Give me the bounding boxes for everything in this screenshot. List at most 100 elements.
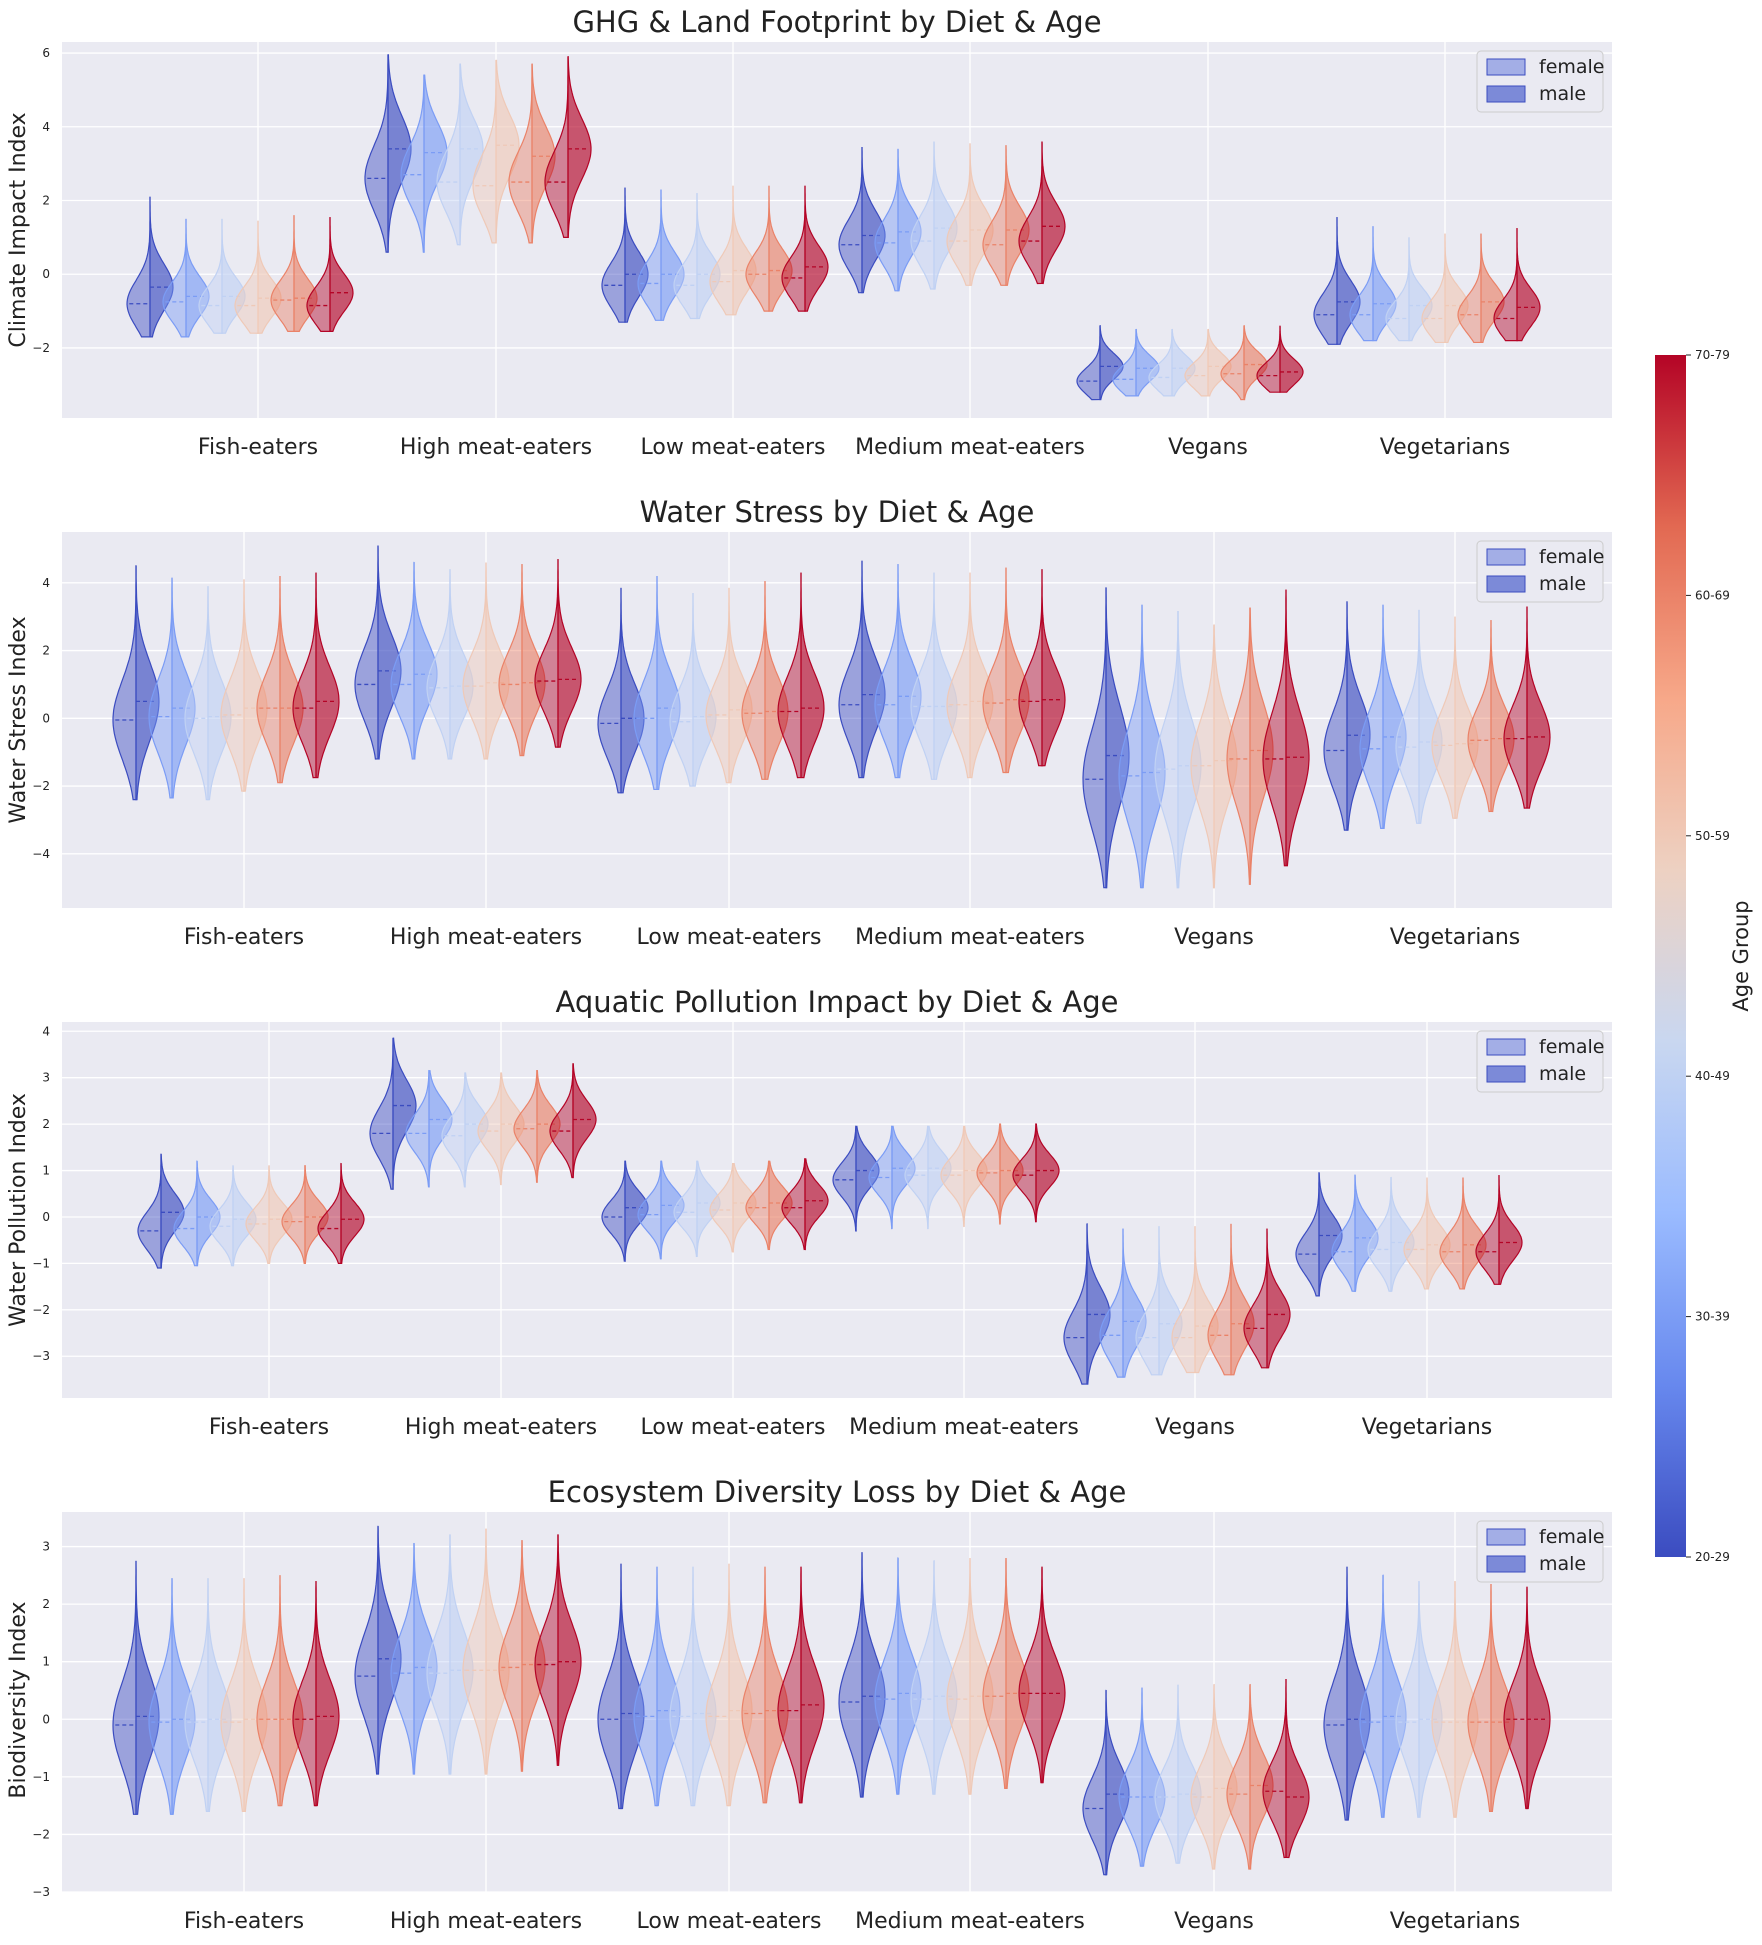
violin-half-male <box>897 564 922 779</box>
violin-half-male <box>485 1528 510 1775</box>
violin-vegans-age-3 <box>1190 1683 1238 1870</box>
violin-vegans-age-0 <box>1076 325 1124 401</box>
violin-half-male <box>1285 589 1310 867</box>
x-tick-label: High meat-eaters <box>390 925 582 950</box>
y-tick-label: 0 <box>42 711 50 725</box>
violin-vegans-age-4 <box>1207 1223 1255 1376</box>
violin-low-meat-eaters-age-5 <box>777 572 825 779</box>
violin-vegans-age-5 <box>1256 325 1304 393</box>
x-tick-label: High meat-eaters <box>400 435 592 460</box>
violin-medium-meat-eaters-age-5 <box>1012 1123 1060 1223</box>
violin-half-female <box>1226 607 1251 885</box>
y-tick-label: −2 <box>32 1827 50 1841</box>
violin-half-male <box>1041 141 1066 285</box>
violin-low-meat-eaters-age-2 <box>673 193 721 320</box>
violin-medium-meat-eaters-age-1 <box>874 1557 922 1795</box>
violin-half-male <box>656 576 681 791</box>
violin-high-meat-eaters-age-2 <box>426 569 474 760</box>
y-tick-label: −1 <box>32 1256 50 1270</box>
violin-half-male <box>1462 1177 1487 1290</box>
violin-half-male <box>1480 233 1505 344</box>
y-tick-label: 2 <box>42 194 50 208</box>
violin-half-male <box>171 577 196 799</box>
violin-half-male <box>1122 1228 1147 1378</box>
violin-half-male <box>1035 1123 1060 1223</box>
violin-low-meat-eaters-age-0 <box>601 187 649 323</box>
violin-half-male <box>861 560 886 779</box>
legend-swatch-male <box>1486 1065 1526 1083</box>
violin-medium-meat-eaters-age-0 <box>838 147 886 294</box>
violin-vegetarians-age-3 <box>1403 1177 1451 1290</box>
violin-half-male <box>800 1566 825 1804</box>
violin-half-male <box>1141 1687 1166 1867</box>
violin-high-meat-eaters-age-1 <box>400 74 448 253</box>
violin-high-meat-eaters-age-2 <box>426 1534 474 1775</box>
x-tick-label: Low meat-eaters <box>636 925 821 950</box>
violin-low-meat-eaters-age-0 <box>597 1563 645 1810</box>
y-tick-label: 1 <box>42 1164 50 1178</box>
y-tick-label: 3 <box>42 1540 50 1554</box>
violin-half-male <box>768 185 793 312</box>
violin-medium-meat-eaters-age-3 <box>946 143 994 286</box>
violin-vegetarians-age-4 <box>1467 1583 1515 1813</box>
violin-half-male <box>293 215 318 333</box>
violin-half-male <box>304 1165 329 1265</box>
y-axis-label: Water Pollution Index <box>6 1093 31 1327</box>
violin-half-male <box>933 141 958 290</box>
violin-half-female <box>1190 624 1215 889</box>
violin-high-meat-eaters-age-3 <box>462 562 510 760</box>
violin-medium-meat-eaters-age-3 <box>946 1558 994 1795</box>
violin-vegetarians-age-1 <box>1359 1574 1407 1818</box>
plot-area <box>62 42 1612 418</box>
violin-half-male <box>1408 237 1433 342</box>
legend-label-female: female <box>1539 1526 1605 1548</box>
violin-fish-eaters-age-3 <box>234 220 282 334</box>
violin-fish-eaters-age-1 <box>162 218 210 338</box>
violin-high-meat-eaters-age-0 <box>354 1525 402 1775</box>
violin-half-female <box>781 1158 806 1251</box>
violin-fish-eaters-age-3 <box>245 1165 293 1265</box>
violin-vegetarians-age-1 <box>1359 604 1407 830</box>
y-tick-label: 2 <box>42 1117 50 1131</box>
violin-half-male <box>1526 1586 1551 1810</box>
violin-half-male <box>620 1563 645 1810</box>
panel-ghg-land-footprint: GHG & Land Footprint by Diet & Age Clima… <box>6 5 1612 460</box>
violin-vegans-age-2 <box>1148 328 1196 397</box>
violin-vegetarians-age-5 <box>1475 1175 1523 1285</box>
violin-half-female <box>477 1072 502 1186</box>
violin-half-male <box>521 1540 546 1772</box>
violin-fish-eaters-age-5 <box>317 1162 365 1265</box>
violin-vegans-age-2 <box>1154 1684 1202 1864</box>
violin-high-meat-eaters-age-1 <box>405 1069 453 1188</box>
violin-low-meat-eaters-age-4 <box>741 581 789 780</box>
legend-label-female: female <box>1539 1036 1605 1058</box>
y-tick-label: 2 <box>42 644 50 658</box>
violin-half-male <box>185 218 210 338</box>
violin-half-male <box>377 545 402 760</box>
violin-vegetarians-age-4 <box>1467 620 1515 813</box>
violin-half-male <box>1213 624 1238 889</box>
y-tick-label: 0 <box>42 1712 50 1726</box>
violin-half-female <box>426 1534 451 1775</box>
violin-medium-meat-eaters-age-5 <box>1018 1566 1066 1784</box>
violin-half-male <box>1426 1177 1451 1290</box>
violin-medium-meat-eaters-age-2 <box>910 141 958 290</box>
violin-half-male <box>696 193 721 320</box>
x-tick-label: Fish-eaters <box>198 435 318 460</box>
violin-half-male <box>804 1158 829 1251</box>
violin-vegans-age-1 <box>1118 604 1166 889</box>
violin-half-male <box>897 148 922 292</box>
violin-half-female <box>601 1160 626 1262</box>
violin-vegetarians-age-2 <box>1395 1581 1443 1818</box>
violin-vegetarians-age-2 <box>1395 609 1443 824</box>
colorbar-tick-label: 70-79 <box>1695 348 1730 362</box>
violin-fish-eaters-age-5 <box>292 572 340 779</box>
x-tick-label: Vegetarians <box>1380 435 1511 460</box>
x-tick-label: Vegetarians <box>1362 1415 1493 1440</box>
violin-half-male <box>1249 607 1274 885</box>
violin-half-male <box>1177 610 1202 889</box>
violin-half-male <box>804 185 829 312</box>
y-tick-label: −3 <box>32 1349 50 1363</box>
violin-half-male <box>624 187 649 323</box>
